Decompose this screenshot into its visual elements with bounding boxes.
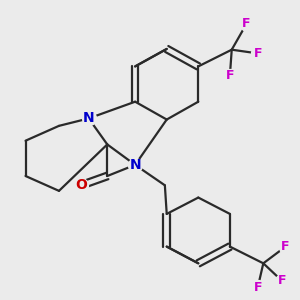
- Text: F: F: [254, 47, 262, 60]
- Text: F: F: [278, 274, 286, 287]
- Text: F: F: [242, 17, 251, 30]
- Text: O: O: [75, 178, 87, 192]
- Text: N: N: [129, 158, 141, 172]
- Text: F: F: [281, 240, 290, 253]
- Text: N: N: [83, 111, 94, 125]
- Text: F: F: [254, 281, 262, 294]
- Text: F: F: [226, 69, 234, 82]
